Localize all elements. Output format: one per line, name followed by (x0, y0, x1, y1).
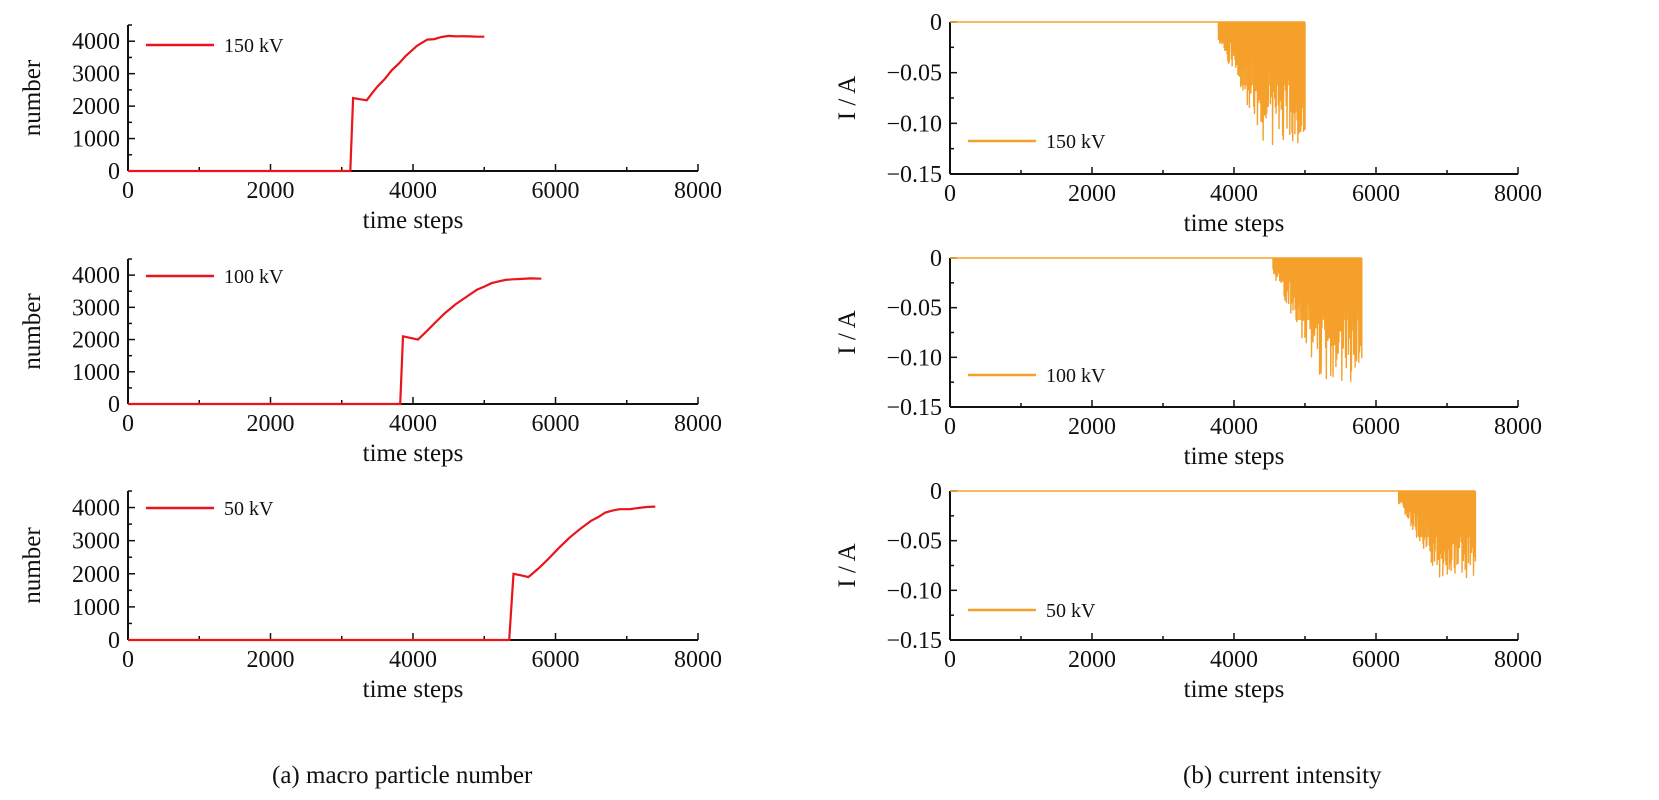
y-tick-label: −0.10 (886, 345, 942, 371)
x-axis-label: time steps (363, 207, 464, 234)
y-tick-label: 0 (930, 479, 942, 505)
x-tick-label: 4000 (1210, 647, 1258, 673)
x-tick-label: 6000 (1352, 414, 1400, 440)
y-axis-label: I / A (834, 76, 861, 120)
x-tick-label: 4000 (389, 411, 437, 437)
y-tick-label: 2000 (72, 94, 120, 120)
y-tick-label: −0.10 (886, 111, 942, 137)
x-tick-label: 4000 (389, 647, 437, 673)
x-tick-label: 0 (944, 647, 956, 673)
x-tick-label: 8000 (674, 647, 722, 673)
y-tick-label: −0.05 (886, 296, 942, 322)
y-tick-label: 4000 (72, 496, 120, 522)
x-tick-label: 8000 (674, 411, 722, 437)
x-tick-label: 0 (122, 647, 134, 673)
caption-macro-particle-number: (a) macro particle number (272, 762, 533, 789)
legend-label: 150 kV (1046, 131, 1106, 153)
x-tick-label: 0 (944, 414, 956, 440)
x-tick-label: 2000 (1068, 181, 1116, 207)
x-tick-label: 2000 (1068, 414, 1116, 440)
y-tick-label: 0 (930, 246, 942, 272)
series-line (128, 34, 485, 173)
series-line (128, 505, 656, 642)
x-tick-label: 6000 (532, 411, 580, 437)
y-tick-label: 1000 (72, 360, 120, 386)
y-axis-label: number (19, 59, 46, 136)
x-tick-label: 4000 (389, 178, 437, 204)
y-tick-label: 3000 (72, 62, 120, 88)
y-tick-label: 0 (108, 628, 120, 654)
y-axis-label: number (19, 527, 46, 604)
x-tick-label: 0 (944, 181, 956, 207)
x-axis-label: time steps (1184, 676, 1285, 703)
x-tick-label: 4000 (1210, 181, 1258, 207)
legend-label: 150 kV (224, 35, 284, 57)
caption-current-intensity: (b) current intensity (1183, 762, 1382, 789)
x-tick-label: 6000 (532, 647, 580, 673)
y-tick-label: 4000 (72, 263, 120, 289)
x-tick-label: 8000 (674, 178, 722, 204)
y-tick-label: 0 (108, 159, 120, 185)
y-axis-label: number (19, 293, 46, 370)
y-tick-label: 2000 (72, 328, 120, 354)
x-tick-label: 2000 (1068, 647, 1116, 673)
series-dense-region (1417, 491, 1476, 538)
y-tick-label: 2000 (72, 562, 120, 588)
y-tick-label: −0.15 (886, 395, 942, 421)
x-axis-label: time steps (363, 440, 464, 467)
y-tick-label: −0.05 (886, 529, 942, 555)
x-tick-label: 8000 (1494, 414, 1542, 440)
x-axis-label: time steps (1184, 443, 1285, 470)
series-dense-region (1240, 22, 1305, 86)
y-tick-label: 4000 (72, 29, 120, 55)
legend-label: 100 kV (1046, 365, 1106, 387)
y-tick-label: 0 (930, 10, 942, 36)
y-tick-label: 1000 (72, 127, 120, 153)
x-axis-label: time steps (363, 676, 464, 703)
y-axis-label: I / A (834, 310, 861, 354)
x-tick-label: 0 (122, 178, 134, 204)
x-tick-label: 6000 (1352, 647, 1400, 673)
x-axis-label: time steps (1184, 210, 1285, 237)
x-tick-label: 6000 (532, 178, 580, 204)
x-tick-label: 4000 (1210, 414, 1258, 440)
chart-current-150kv: 0 2000 4000 6000 8000 0 −0.05 −0.10 −0.15 time st… (834, 10, 1542, 237)
y-tick-label: 1000 (72, 595, 120, 621)
x-tick-label: 2000 (247, 411, 295, 437)
chart-current-100kv: 0 2000 4000 6000 8000 0 −0.05 −0.10 −0.15 time st… (834, 246, 1542, 470)
y-tick-label: −0.05 (886, 61, 942, 87)
chart-current-50kv: 0 2000 4000 6000 8000 0 −0.05 −0.10 −0.15 time st… (834, 479, 1542, 703)
y-tick-label: −0.10 (886, 578, 942, 604)
x-tick-label: 8000 (1494, 181, 1542, 207)
legend-label: 50 kV (224, 498, 274, 520)
x-tick-label: 0 (122, 411, 134, 437)
y-tick-label: 3000 (72, 529, 120, 555)
y-axis-label: I / A (834, 543, 861, 587)
x-tick-label: 2000 (247, 647, 295, 673)
x-tick-label: 6000 (1352, 181, 1400, 207)
series-dense-region (1295, 258, 1362, 321)
legend-label: 100 kV (224, 266, 284, 288)
y-tick-label: 0 (108, 392, 120, 418)
legend-label: 50 kV (1046, 600, 1096, 622)
y-tick-label: 3000 (72, 295, 120, 321)
series-line (128, 277, 542, 406)
x-tick-label: 8000 (1494, 647, 1542, 673)
y-tick-label: −0.15 (886, 628, 942, 654)
x-tick-label: 2000 (247, 178, 295, 204)
y-tick-label: −0.15 (886, 162, 942, 188)
